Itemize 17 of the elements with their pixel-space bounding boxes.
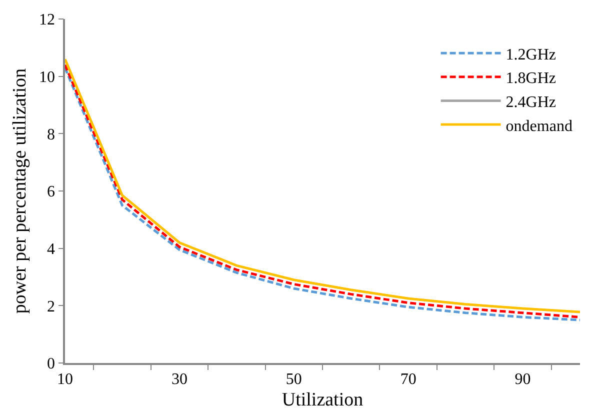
y-tick-label: 10 [39,68,56,86]
legend-label: ondemand [506,118,572,135]
y-tick-label: 12 [39,12,56,29]
legend-label: 2.4GHz [506,94,556,111]
y-tick-label: 2 [47,298,56,316]
x-axis-title: Utilization [282,389,364,410]
x-tick-label: 90 [514,370,531,388]
y-tick-label: 8 [47,126,56,144]
y-tick-label: 6 [47,184,56,201]
x-tick-label: 30 [171,370,188,388]
y-tick-label: 4 [47,240,56,258]
legend-label: 1.8GHz [506,70,556,88]
x-tick-label: 70 [400,370,416,388]
y-axis-title: power per percentage utilization [9,68,30,314]
y-tick-label: 0 [47,356,56,373]
legend-label: 1.2GHz [506,46,556,64]
x-tick-label: 50 [286,370,302,388]
